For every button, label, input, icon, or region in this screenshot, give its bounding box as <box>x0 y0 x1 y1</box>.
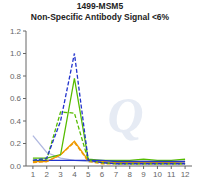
svg-text:0.8: 0.8 <box>10 72 22 81</box>
svg-text:5: 5 <box>86 170 91 179</box>
svg-text:9: 9 <box>141 170 146 179</box>
svg-text:3: 3 <box>58 170 63 179</box>
svg-text:4: 4 <box>72 170 77 179</box>
svg-text:1.2: 1.2 <box>10 27 22 36</box>
svg-text:11: 11 <box>167 170 176 179</box>
svg-text:0.0: 0.0 <box>10 162 22 171</box>
svg-text:10: 10 <box>153 170 162 179</box>
svg-text:6: 6 <box>100 170 105 179</box>
svg-text:0.4: 0.4 <box>10 117 22 126</box>
html-text:Q: Q <box>107 86 144 143</box>
svg-text:2: 2 <box>45 170 50 179</box>
svg-text:7: 7 <box>114 170 119 179</box>
svg-text:1: 1 <box>31 170 36 179</box>
svg-text:12: 12 <box>181 170 190 179</box>
svg-text:8: 8 <box>128 170 133 179</box>
svg-text:1.0: 1.0 <box>10 49 22 58</box>
html-text:Non-Specific Antibody Signal <: Non-Specific Antibody Signal <6% <box>30 12 170 22</box>
html-text:1499-MSM5: 1499-MSM5 <box>76 1 124 11</box>
svg-text:0.2: 0.2 <box>10 139 22 148</box>
svg-text:0.6: 0.6 <box>10 94 22 103</box>
